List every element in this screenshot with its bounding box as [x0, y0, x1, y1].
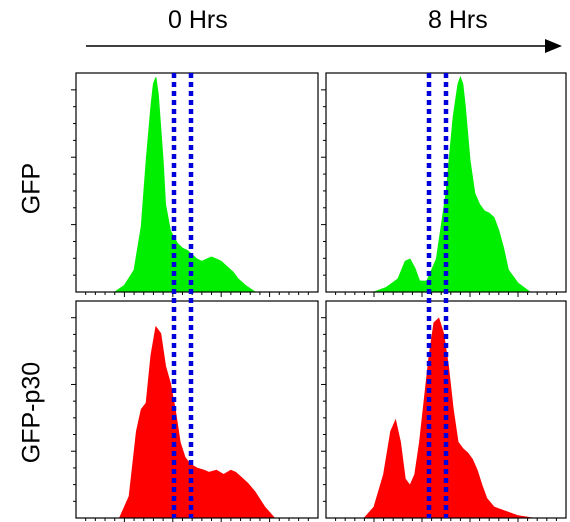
time-arrow — [86, 39, 562, 53]
time-arrow-head — [545, 39, 562, 53]
histogram-area-gfp-8-hrs — [326, 75, 566, 293]
histogram-area-gfp-p30-0-hrs — [76, 325, 318, 519]
time-start-label: 0 Hrs — [168, 6, 228, 34]
histogram-area-gfp-0-hrs — [76, 77, 318, 293]
panel-frame-gfp-0-hrs — [75, 72, 319, 293]
panel-frame-gfp-p30-0-hrs — [75, 300, 319, 519]
gate-lines — [171, 73, 449, 518]
time-end-label: 8 Hrs — [428, 6, 488, 34]
histogram-panels — [71, 72, 567, 522]
